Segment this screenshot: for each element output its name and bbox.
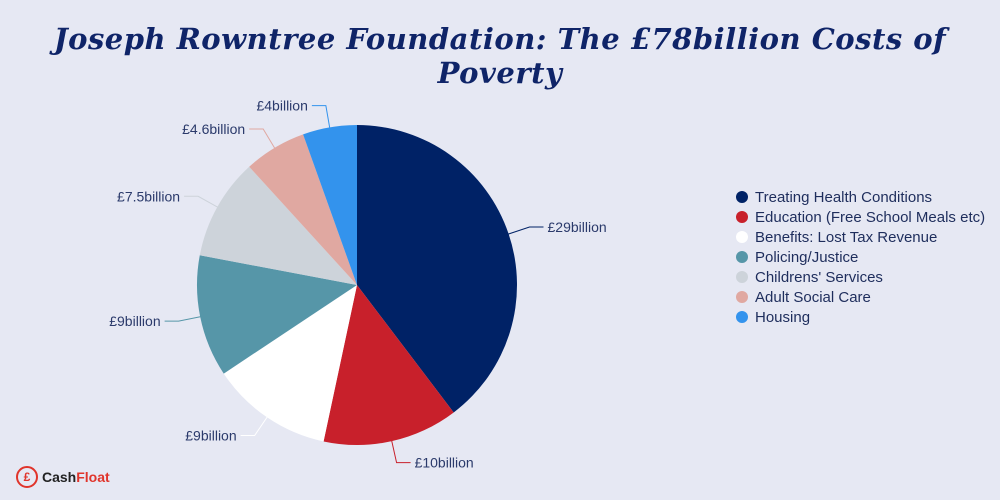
- slice-value-label-3: £9billion: [185, 427, 236, 443]
- leader-line-2: [390, 439, 411, 464]
- legend-label: Adult Social Care: [755, 288, 871, 306]
- legend-swatch: [736, 251, 748, 263]
- legend-swatch: [736, 291, 748, 303]
- legend-swatch: [736, 231, 748, 243]
- brand-text-part2: Float: [76, 469, 110, 485]
- legend-item: Treating Health Conditions: [736, 187, 985, 207]
- slice-value-label-5: £7.5billion: [117, 188, 180, 204]
- legend-swatch: [736, 191, 748, 203]
- legend-item: Benefits: Lost Tax Revenue: [736, 227, 985, 247]
- leader-line-4: [164, 315, 203, 322]
- leader-line-5: [184, 195, 220, 209]
- cashfloat-logo-icon: £: [16, 466, 38, 488]
- legend-item: Education (Free School Meals etc): [736, 207, 985, 227]
- legend-item: Childrens' Services: [736, 267, 985, 287]
- legend-item: Housing: [736, 307, 985, 327]
- legend-swatch: [736, 271, 748, 283]
- chart-legend: Treating Health Conditions Education (Fre…: [736, 187, 985, 327]
- slice-value-label-7: £4billion: [256, 98, 307, 114]
- pie-slice-6: [249, 134, 357, 285]
- slice-value-label-1: £29billion: [548, 219, 607, 235]
- legend-label: Treating Health Conditions: [755, 188, 933, 206]
- slice-value-label-2: £10billion: [415, 455, 474, 471]
- slice-value-label-6: £4.6billion: [182, 121, 245, 137]
- brand-text-part1: Cash: [42, 469, 77, 485]
- legend-label: Education (Free School Meals etc): [755, 208, 986, 226]
- legend-item: Policing/Justice: [736, 247, 985, 267]
- legend-swatch: [736, 311, 748, 323]
- slice-value-label-4: £9billion: [109, 313, 160, 329]
- leader-line-6: [249, 128, 276, 150]
- chart-title: Joseph Rowntree Foundation: The £78billi…: [53, 22, 947, 90]
- pie-slice-1: [357, 125, 517, 413]
- pie-slice-4: [197, 255, 357, 374]
- leader-line-1: [506, 226, 544, 236]
- legend-label: Housing: [755, 308, 811, 326]
- legend-label: Childrens' Services: [755, 268, 883, 286]
- leader-line-3: [240, 415, 269, 436]
- cashfloat-logo: £ CashFloat: [16, 466, 110, 488]
- legend-label: Policing/Justice: [755, 248, 859, 266]
- legend-swatch: [736, 211, 748, 223]
- pie-slice-3: [223, 285, 357, 442]
- legend-item: Adult Social Care: [736, 287, 985, 307]
- leader-line-7: [311, 105, 331, 130]
- legend-label: Benefits: Lost Tax Revenue: [755, 228, 938, 246]
- pie-slice-2: [323, 285, 454, 446]
- pie-slice-7: [303, 125, 357, 285]
- pie-slice-5: [199, 166, 357, 285]
